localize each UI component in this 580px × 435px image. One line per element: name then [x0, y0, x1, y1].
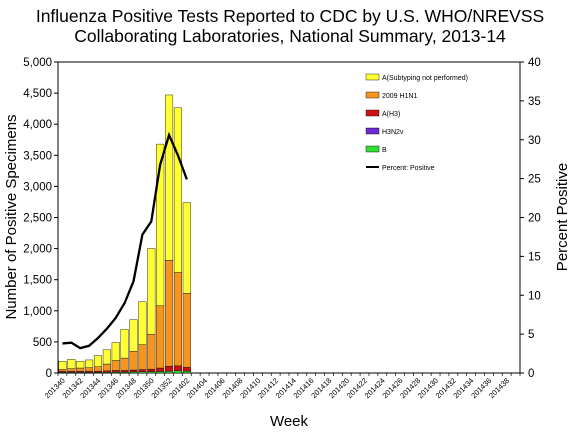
legend-label: A(H3) — [382, 111, 400, 118]
bar-segment — [138, 301, 147, 345]
x-axis-label: Week — [270, 413, 309, 430]
bar-segment — [147, 371, 156, 374]
bar-segment — [156, 143, 165, 307]
y2-tick-label: 40 — [528, 57, 541, 69]
bar-segment — [102, 363, 111, 372]
bar-segment — [182, 202, 191, 294]
bar-segment — [173, 370, 182, 374]
y2-tick-label: 0 — [528, 368, 534, 380]
y2-tick-label: 30 — [528, 135, 541, 147]
legend-swatch — [365, 73, 380, 81]
legend-label: A(Subtyping not performed) — [382, 75, 468, 82]
y-axis-right: 0 5 10 15 20 25 30 35 40 — [520, 57, 541, 380]
bar-segment — [182, 293, 191, 368]
bar-segment — [165, 260, 174, 367]
bar-segment — [147, 248, 156, 335]
legend-label: H3N2v — [382, 129, 404, 136]
bar-segment — [111, 370, 120, 373]
bar-segment — [129, 319, 138, 352]
x-tick-label: 201438 — [487, 376, 511, 400]
y-tick-label: 5,000 — [23, 57, 52, 69]
legend-swatch — [365, 91, 380, 99]
y2-axis-label: Percent Positive — [554, 163, 571, 271]
bar-segment — [111, 342, 120, 361]
bar-segment — [120, 370, 129, 373]
y-axis-label: Number of Positive Specimens — [3, 114, 20, 319]
chart-title-line2: Collaborating Laboratories, National Sum… — [74, 26, 506, 46]
y-tick-label: 1,000 — [23, 306, 52, 318]
bar-segment — [182, 370, 191, 374]
legend-label: Percent: Positive — [382, 165, 435, 172]
y2-tick-label: 15 — [528, 251, 541, 263]
x-axis: 2013402013422013442013462013482013502013… — [43, 373, 521, 400]
bar-group — [58, 94, 191, 374]
bar-segment — [120, 357, 129, 371]
bar-segment — [58, 360, 67, 370]
bar-segment — [58, 369, 67, 372]
y-tick-label: 1,500 — [23, 275, 52, 287]
legend-swatch — [365, 145, 380, 153]
y2-tick-label: 35 — [528, 96, 541, 108]
y2-tick-label: 10 — [528, 290, 541, 302]
bar-segment — [165, 94, 174, 261]
legend-swatch — [365, 127, 380, 135]
bar-segment — [165, 365, 174, 372]
bar-segment — [147, 368, 156, 372]
y-tick-label: 3,000 — [23, 181, 52, 193]
y-tick-label: 4,000 — [23, 119, 52, 131]
bar-segment — [129, 369, 138, 373]
bar-segment — [173, 107, 182, 273]
chart-title-line1: Influenza Positive Tests Reported to CDC… — [36, 6, 544, 26]
legend-label: B — [382, 147, 387, 154]
bar-segment — [102, 349, 111, 365]
plot-area — [57, 61, 521, 374]
bar-segment — [129, 351, 138, 371]
y-tick-label: 2,000 — [23, 244, 52, 256]
y-tick-label: 500 — [33, 337, 52, 349]
legend: A(Subtyping not performed) 2009 H1N1 A(H3)… — [365, 73, 468, 172]
bar-segment — [182, 367, 191, 372]
y2-tick-label: 25 — [528, 174, 541, 186]
bar-segment — [165, 370, 174, 374]
bar-segment — [111, 360, 120, 371]
bar-segment — [85, 359, 94, 368]
bar-segment — [156, 367, 165, 372]
y2-tick-label: 20 — [528, 213, 541, 225]
bar-segment — [93, 366, 103, 372]
y2-tick-label: 5 — [528, 329, 534, 341]
legend-swatch — [365, 109, 380, 117]
bar-segment — [173, 272, 182, 367]
percent-positive-line-group — [62, 131, 188, 350]
bar-segment — [156, 305, 165, 369]
bar-segment — [67, 359, 76, 369]
y-tick-label: 3,500 — [23, 150, 52, 162]
bar-segment — [156, 371, 165, 374]
y-tick-label: 4,500 — [23, 88, 52, 100]
y-tick-label: 0 — [46, 368, 52, 380]
bar-segment — [76, 367, 85, 372]
bar-segment — [67, 368, 76, 372]
percent-positive-line — [62, 131, 188, 350]
bar-segment — [173, 365, 182, 372]
bar-segment — [76, 360, 85, 369]
bar-segment — [93, 355, 103, 367]
bar-segment — [120, 329, 129, 359]
bar-segment — [147, 334, 156, 370]
bar-segment — [102, 370, 111, 373]
y-tick-label: 2,500 — [23, 213, 52, 225]
legend-label: 2009 H1N1 — [382, 93, 418, 100]
bar-segment — [138, 344, 147, 370]
bar-segment — [138, 369, 147, 372]
bar-segment — [85, 367, 94, 372]
y-axis-left: 0 500 1,000 1,500 2,000 2,500 3,000 3,500 4,000 4… — [23, 57, 58, 380]
